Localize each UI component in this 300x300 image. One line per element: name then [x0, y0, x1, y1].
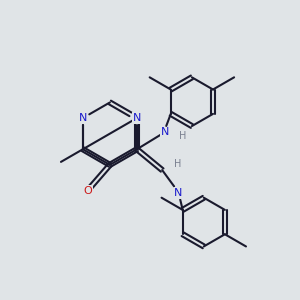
Text: N: N	[79, 113, 87, 123]
Text: H: H	[179, 131, 187, 142]
Text: H: H	[174, 158, 181, 169]
Text: N: N	[133, 113, 141, 123]
Text: N: N	[161, 127, 169, 137]
Text: N: N	[174, 188, 183, 198]
Text: O: O	[83, 186, 92, 196]
